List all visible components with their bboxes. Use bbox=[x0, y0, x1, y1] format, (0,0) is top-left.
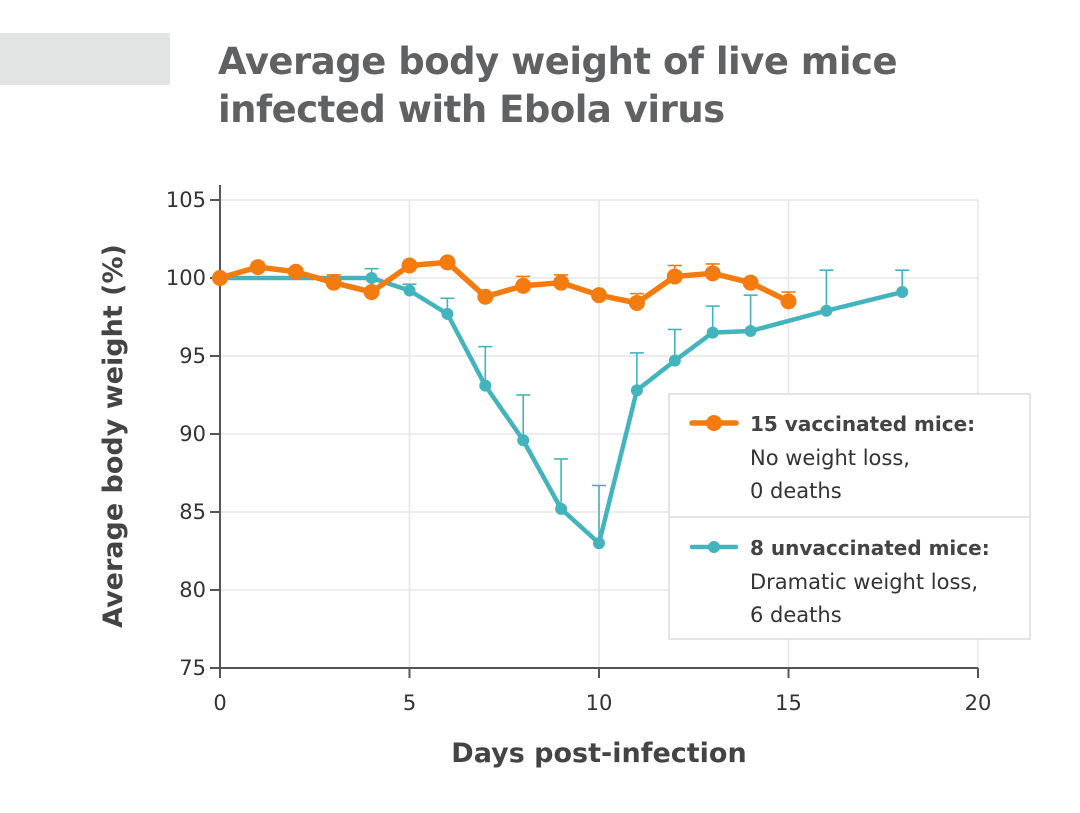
data-point bbox=[212, 270, 228, 286]
data-point bbox=[591, 287, 607, 304]
y-tick-label: 80 bbox=[179, 578, 206, 602]
data-point bbox=[820, 304, 833, 317]
chart-title: Average body weight of live mice infecte… bbox=[218, 38, 898, 134]
series-layer bbox=[212, 254, 910, 550]
legend-swatch-marker bbox=[708, 541, 720, 553]
y-tick-label: 75 bbox=[179, 656, 206, 680]
x-tick-label: 0 bbox=[213, 691, 226, 715]
data-point bbox=[517, 434, 530, 447]
data-point bbox=[249, 259, 266, 276]
x-tick-labels: 0 5 10 15 20 bbox=[213, 691, 991, 715]
legend-series-description: 0 deaths bbox=[750, 479, 842, 503]
y-tick-label: 95 bbox=[179, 344, 206, 368]
data-point bbox=[744, 325, 757, 338]
data-point bbox=[441, 307, 454, 320]
x-tick-label: 10 bbox=[586, 691, 613, 715]
y-axis-label: Average body weight (%) bbox=[98, 244, 129, 628]
data-point bbox=[477, 288, 494, 305]
data-point bbox=[780, 293, 797, 310]
legend-series-description: Dramatic weight loss, bbox=[750, 570, 978, 594]
data-point bbox=[439, 254, 456, 271]
data-point bbox=[896, 286, 909, 299]
x-axis-label: Days post-infection bbox=[451, 738, 746, 769]
legend-series-name: 15 vaccinated mice: bbox=[750, 412, 975, 436]
data-point bbox=[479, 379, 492, 392]
data-point bbox=[325, 274, 342, 291]
y-tick-label: 105 bbox=[166, 188, 206, 212]
series-line bbox=[217, 275, 905, 546]
series-line bbox=[217, 259, 792, 306]
legend: 15 vaccinated mice: No weight loss, 0 deat… bbox=[668, 393, 1031, 640]
data-point bbox=[706, 326, 719, 339]
x-tick-label: 20 bbox=[965, 691, 992, 715]
x-tick-label: 5 bbox=[403, 691, 416, 715]
data-point bbox=[668, 354, 681, 367]
chart-title-line-2: infected with Ebola virus bbox=[218, 88, 725, 131]
chart-title-line-1: Average body weight of live mice bbox=[218, 40, 898, 83]
data-point bbox=[365, 272, 378, 284]
y-tick-label: 100 bbox=[166, 266, 206, 290]
data-point bbox=[742, 274, 759, 291]
data-point bbox=[403, 284, 416, 297]
legend-series-description: No weight loss, bbox=[750, 446, 910, 470]
y-tick-label: 85 bbox=[179, 500, 206, 524]
data-point bbox=[363, 284, 380, 301]
series-vaccinated bbox=[212, 254, 797, 311]
legend-series-description: 6 deaths bbox=[750, 603, 842, 627]
data-point bbox=[555, 502, 568, 515]
y-tick-label: 90 bbox=[179, 422, 206, 446]
legend-series-name: 8 unvaccinated mice: bbox=[750, 536, 990, 560]
data-point bbox=[630, 384, 643, 397]
data-point bbox=[515, 277, 532, 294]
y-tick-labels: 75 80 85 90 95 100 105 bbox=[166, 188, 206, 680]
data-point bbox=[401, 257, 418, 274]
x-tick-label: 15 bbox=[775, 691, 802, 715]
data-point bbox=[593, 537, 605, 550]
data-point bbox=[666, 268, 683, 285]
data-point bbox=[553, 274, 570, 291]
legend-swatch-marker bbox=[706, 415, 722, 431]
data-point bbox=[287, 263, 304, 280]
data-point bbox=[704, 265, 721, 282]
title-accent-bar bbox=[0, 33, 170, 85]
data-point bbox=[628, 294, 645, 311]
